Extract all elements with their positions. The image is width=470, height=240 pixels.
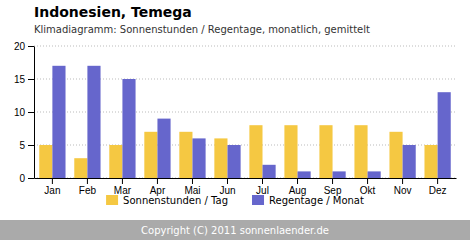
tick-mark: [28, 46, 34, 47]
subtitle: Klimadiagramm: Sonnenstunden / Regentage…: [34, 24, 370, 35]
tick-mark: [87, 178, 88, 184]
x-tick: Okt: [360, 178, 376, 196]
bar: [157, 119, 170, 178]
x-tick: Sep: [324, 178, 342, 196]
bar: [227, 145, 240, 178]
tick-mark: [157, 178, 158, 184]
tick-mark: [28, 145, 34, 146]
bar: [333, 171, 346, 178]
bar: [284, 125, 297, 178]
bar: [179, 132, 192, 178]
y-tick: 0: [19, 173, 34, 184]
legend-label: Regentage / Monat: [269, 195, 364, 206]
bar: [438, 92, 451, 178]
tick-label: Jul: [256, 185, 269, 196]
bar: [298, 171, 311, 178]
x-tick: Feb: [79, 178, 97, 196]
tick-mark: [437, 178, 438, 184]
x-tick: Nov: [394, 178, 412, 196]
bar: [249, 125, 262, 178]
grid: [34, 46, 456, 178]
legend-swatch: [252, 195, 264, 205]
chart-svg: Indonesien, Temega Klimadiagramm: Sonnens…: [0, 0, 470, 240]
legend: Sonnenstunden / Tag Regentage / Monat: [106, 195, 364, 206]
tick-label: Feb: [79, 185, 97, 196]
tick-mark: [262, 178, 263, 184]
tick-mark: [192, 178, 193, 184]
tick-mark: [367, 178, 368, 184]
y-axis: 0 5 10 15 20: [14, 41, 35, 184]
bar-series: [52, 66, 450, 178]
grid-line: [34, 46, 456, 47]
bar: [52, 66, 65, 178]
x-tick: Apr: [150, 178, 166, 196]
y-tick: 15: [14, 74, 34, 85]
tick-mark: [28, 178, 34, 179]
bar: [403, 145, 416, 178]
tick-mark: [332, 178, 333, 184]
x-tick: Aug: [289, 178, 307, 196]
bar: [192, 138, 205, 178]
bar: [263, 165, 276, 178]
bar: [368, 171, 381, 178]
tick-label: Dez: [429, 185, 447, 196]
bars: [39, 66, 450, 178]
tick-label: 0: [19, 173, 25, 184]
axis-line: [34, 47, 35, 179]
legend-item: Sonnenstunden / Tag: [106, 195, 228, 206]
bar: [122, 79, 135, 178]
bar: [214, 138, 227, 178]
bar: [74, 158, 87, 178]
tick-label: Jan: [44, 185, 60, 196]
tick-mark: [122, 178, 123, 184]
bar: [319, 125, 332, 178]
tick-mark: [297, 178, 298, 184]
tick-mark: [227, 178, 228, 184]
x-tick: Jul: [256, 178, 269, 196]
tick-mark: [28, 112, 34, 113]
tick-label: 15: [14, 74, 26, 85]
tick-label: 5: [19, 140, 25, 151]
copyright-bar: [0, 220, 470, 240]
legend-swatch: [106, 195, 118, 205]
tick-label: Nov: [394, 185, 412, 196]
y-tick: 5: [19, 140, 34, 151]
x-tick: Mar: [114, 178, 132, 196]
x-tick: Jan: [44, 178, 60, 196]
x-tick: Mai: [184, 178, 200, 196]
axis-line: [35, 178, 457, 179]
bar: [424, 145, 437, 178]
x-tick: Jun: [219, 178, 235, 196]
x-axis: Jan Feb Mar Apr Mai Jun Jul Aug Sep Okt Nov Dez: [35, 178, 457, 196]
bar: [144, 132, 157, 178]
plot: 0 5 10 15 20 Jan Feb Mar Apr Mai Jun Jul Aug Sep Okt No…: [14, 41, 457, 196]
y-tick: 20: [14, 41, 34, 52]
legend-item: Regentage / Monat: [252, 195, 364, 206]
tick-label: 10: [14, 107, 26, 118]
bar: [87, 66, 100, 178]
tick-mark: [402, 178, 403, 184]
title: Indonesien, Temega: [34, 4, 192, 20]
bar: [389, 132, 402, 178]
bar: [354, 125, 367, 178]
legend-label: Sonnenstunden / Tag: [123, 195, 228, 206]
tick-mark: [28, 79, 34, 80]
x-tick: Dez: [429, 178, 447, 196]
bar: [39, 145, 52, 178]
tick-label: 20: [14, 41, 26, 52]
bar: [109, 145, 122, 178]
tick-mark: [52, 178, 53, 184]
annotation: Copyright (C) 2011 sonnenlaender.de: [141, 225, 329, 236]
y-tick: 10: [14, 107, 34, 118]
